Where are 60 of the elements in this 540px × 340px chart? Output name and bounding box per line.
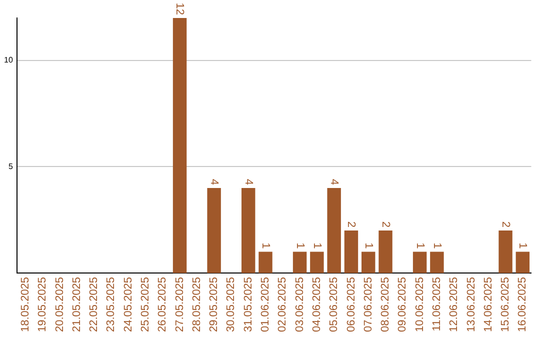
bar [310, 252, 324, 273]
x-tick-label: 08.06.2025 [380, 276, 392, 332]
data-label: 1 [259, 242, 272, 249]
data-label: 2 [379, 221, 392, 228]
data-label: 1 [362, 242, 374, 249]
x-tick-label: 10.06.2025 [414, 276, 426, 332]
x-tick-label: 18.05.2025 [20, 276, 32, 332]
bar [498, 230, 512, 273]
data-label: 4 [328, 178, 340, 185]
bar [430, 252, 444, 273]
data-label: 1 [310, 242, 323, 249]
x-tick-label: 23.05.2025 [105, 276, 118, 332]
x-tick-label: 02.06.2025 [276, 276, 289, 332]
x-tick-label: 31.05.2025 [242, 276, 254, 332]
x-tick-label: 27.05.2025 [174, 276, 186, 332]
data-label: 1 [294, 242, 306, 249]
x-tick-label: 04.06.2025 [310, 276, 323, 332]
y-tick-label: 10 [4, 56, 14, 65]
bar [292, 252, 307, 273]
x-tick-label: 20.05.2025 [54, 276, 66, 332]
x-tick-label: 15.06.2025 [500, 276, 512, 332]
x-tick-label: 30.05.2025 [225, 276, 238, 332]
x-tick-label: 13.06.2025 [465, 276, 478, 332]
bar [344, 230, 358, 273]
bar [378, 230, 392, 273]
y-tick-label: 5 [8, 162, 14, 171]
data-label: 4 [242, 178, 254, 185]
data-label: 2 [499, 221, 512, 228]
x-tick-label: 29.05.2025 [208, 276, 220, 332]
x-tick-label: 28.05.2025 [190, 276, 203, 332]
bar [327, 188, 341, 273]
x-tick-label: 22.05.2025 [88, 276, 100, 332]
bar [516, 252, 530, 273]
x-tick-label: 24.05.2025 [122, 276, 134, 332]
bar [241, 188, 256, 273]
x-tick-label: 25.05.2025 [140, 276, 152, 332]
x-tick-label: 12.06.2025 [448, 276, 460, 332]
x-tick-label: 03.06.2025 [294, 276, 306, 332]
data-label: 1 [414, 242, 426, 249]
x-tick-label: 01.06.2025 [260, 276, 272, 332]
x-tick-label: 16.06.2025 [516, 276, 529, 332]
bar [207, 188, 221, 273]
data-label: 2 [345, 221, 358, 228]
data-label: 4 [208, 178, 220, 185]
bar [412, 252, 427, 273]
x-tick-label: 21.05.2025 [70, 276, 83, 332]
x-tick-label: 14.06.2025 [482, 276, 494, 332]
data-label: 1 [516, 242, 529, 249]
x-tick-label: 19.05.2025 [36, 276, 49, 332]
bar [258, 252, 272, 273]
x-tick-label: 06.06.2025 [345, 276, 358, 332]
bar [362, 252, 376, 273]
bar [172, 18, 187, 273]
x-tick-label: 05.06.2025 [328, 276, 340, 332]
x-tick-label: 26.05.2025 [156, 276, 169, 332]
data-label: 12 [174, 2, 186, 15]
x-tick-label: 11.06.2025 [430, 276, 443, 332]
x-tick-label: 07.06.2025 [362, 276, 374, 332]
data-label: 1 [430, 242, 443, 249]
x-tick-label: 09.06.2025 [396, 276, 409, 332]
